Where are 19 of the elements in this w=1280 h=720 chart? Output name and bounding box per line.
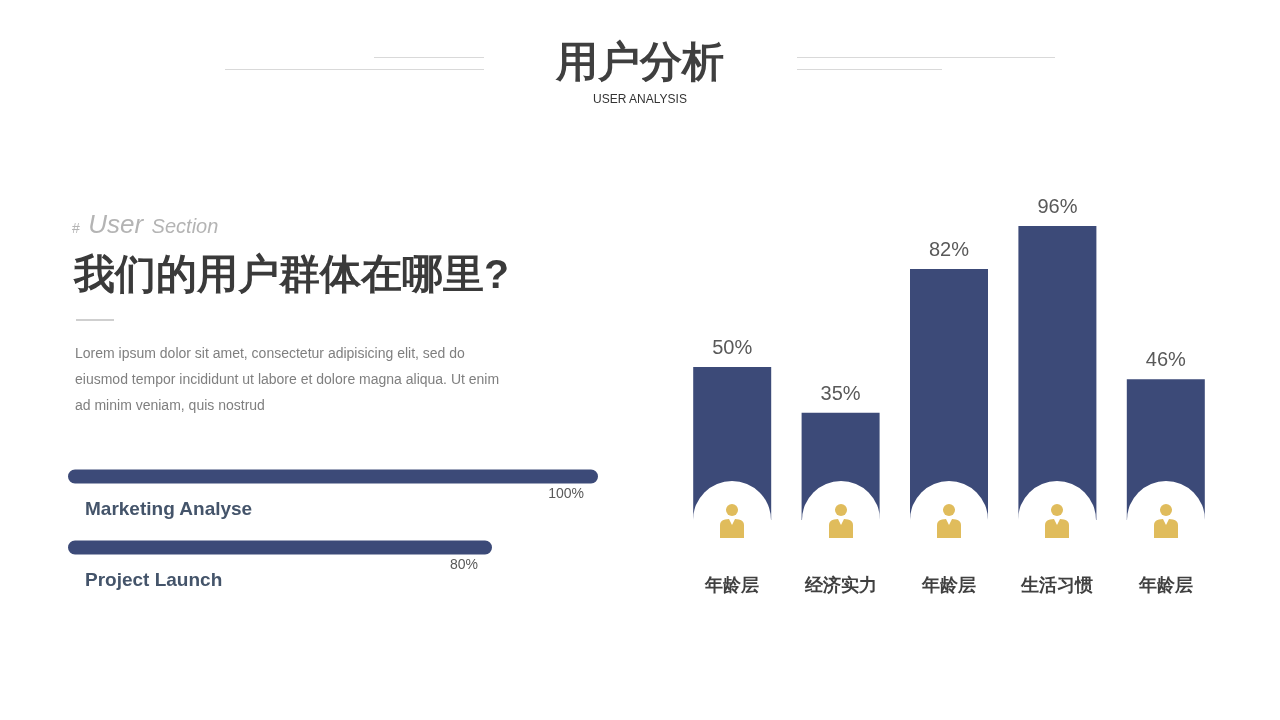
text: 我们的用户群体在哪里? xyxy=(74,251,510,297)
x-tick-label: 年龄层 xyxy=(921,575,976,595)
text: USER ANALYSIS xyxy=(593,92,687,106)
data-label: 80% xyxy=(449,555,478,572)
text: 用户分析 xyxy=(556,38,724,85)
data-label: 50% xyxy=(712,335,753,358)
y-tick-label: Project Launch xyxy=(85,569,223,590)
data-label: 96% xyxy=(1037,195,1078,217)
text: Lorem ipsum dolor sit amet, consectetur adipisicing elit, sed do eiusmod tempor incididunt ut labore et dolore magna aliqua. Ut enim ad minim veniam, quis nostrud xyxy=(75,344,501,415)
data-label: 82% xyxy=(928,237,970,260)
text: # User Section xyxy=(72,209,219,239)
x-tick-label: 生活习惯 xyxy=(1020,575,1094,595)
data-label: 35% xyxy=(820,381,861,404)
x-tick-label: 年龄层 xyxy=(1137,575,1193,595)
data-label: 100% xyxy=(548,484,584,501)
x-tick-label: 年龄层 xyxy=(704,575,760,595)
data-label: 46% xyxy=(1145,348,1187,371)
y-tick-label: Marketing Analyse xyxy=(85,498,253,519)
x-tick-label: 经济实力 xyxy=(803,575,877,595)
